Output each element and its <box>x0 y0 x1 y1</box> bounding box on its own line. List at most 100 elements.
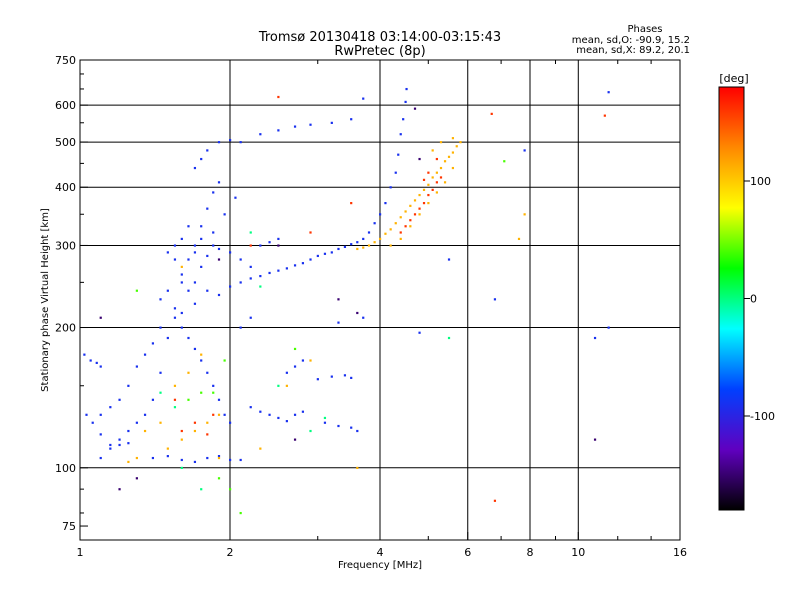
data-point <box>159 391 162 394</box>
data-point <box>309 123 312 126</box>
data-point <box>422 178 426 181</box>
data-point <box>367 231 371 234</box>
data-point <box>89 359 92 362</box>
colorbar-label: [deg] <box>719 72 748 85</box>
data-point <box>151 342 155 345</box>
data-point <box>447 155 451 158</box>
data-point <box>399 237 402 241</box>
data-point <box>259 410 262 413</box>
data-point <box>259 133 262 136</box>
data-point <box>99 433 102 436</box>
data-point <box>293 438 297 441</box>
data-point <box>212 384 215 387</box>
data-point <box>373 222 376 225</box>
data-point <box>593 336 597 340</box>
data-point <box>166 336 169 340</box>
data-point <box>356 247 359 251</box>
data-point <box>309 231 312 234</box>
data-point <box>404 100 407 104</box>
data-point <box>217 247 221 251</box>
data-point <box>180 311 183 315</box>
data-point <box>418 193 421 197</box>
data-point <box>200 359 203 362</box>
data-point <box>249 231 252 234</box>
data-point <box>217 141 221 144</box>
data-point <box>239 458 242 462</box>
data-point <box>389 186 392 189</box>
data-point <box>418 157 421 161</box>
data-point <box>118 443 121 447</box>
data-point <box>343 374 347 377</box>
data-point <box>413 199 417 202</box>
data-point <box>200 237 203 241</box>
data-point <box>413 213 417 216</box>
data-point <box>337 247 340 251</box>
data-point <box>159 326 162 329</box>
data-point <box>362 237 365 241</box>
data-point <box>217 413 221 416</box>
grid-lines <box>79 60 681 540</box>
data-point <box>399 133 402 136</box>
data-point <box>350 243 353 246</box>
data-point <box>405 87 408 91</box>
data-point <box>451 151 455 154</box>
data-point <box>151 398 155 401</box>
data-point <box>200 157 203 161</box>
data-point <box>200 265 203 268</box>
data-point <box>143 353 147 356</box>
data-point <box>217 181 221 184</box>
data-point <box>217 477 221 480</box>
data-point <box>277 129 280 132</box>
data-point <box>109 447 112 450</box>
data-point <box>135 289 138 292</box>
data-point <box>384 202 387 205</box>
data-point <box>409 219 412 222</box>
data-point <box>229 488 232 491</box>
data-point <box>603 114 606 117</box>
data-point <box>323 421 327 424</box>
data-point <box>118 438 121 441</box>
y-tick-label: 100 <box>55 462 76 475</box>
data-point <box>459 141 462 144</box>
data-point <box>180 466 183 470</box>
data-point <box>217 456 221 460</box>
data-point <box>373 241 376 244</box>
data-point <box>356 466 359 470</box>
data-point <box>277 95 280 99</box>
data-point <box>447 336 451 340</box>
data-point <box>99 365 102 368</box>
data-point <box>95 361 98 365</box>
data-point <box>350 376 353 380</box>
data-point <box>337 424 340 428</box>
x-axis-label: Frequency [MHz] <box>338 560 422 571</box>
y-tick-label: 200 <box>55 322 76 335</box>
data-point <box>455 145 458 148</box>
data-point <box>413 107 417 110</box>
data-point <box>85 413 88 416</box>
data-point <box>193 429 197 433</box>
data-point <box>277 416 280 420</box>
data-point <box>239 326 242 329</box>
data-point <box>399 216 402 219</box>
data-point <box>206 289 209 292</box>
data-point <box>118 398 121 401</box>
data-point <box>268 241 271 244</box>
data-point <box>301 359 305 362</box>
data-point <box>166 251 169 254</box>
data-point <box>447 258 451 261</box>
data-point <box>418 207 421 210</box>
data-point <box>223 413 226 416</box>
x-tick-label: 1 <box>77 546 84 559</box>
data-point <box>259 244 262 247</box>
data-point <box>268 413 271 416</box>
data-point <box>99 316 102 319</box>
data-point <box>277 384 280 387</box>
data-point <box>212 391 215 394</box>
data-point <box>127 460 130 464</box>
data-point <box>285 420 288 423</box>
data-point <box>367 244 371 247</box>
data-point <box>249 265 252 268</box>
data-point <box>99 413 102 416</box>
phases-x-stats: mean, sd,X: 89.2, 20.1 <box>576 45 690 56</box>
